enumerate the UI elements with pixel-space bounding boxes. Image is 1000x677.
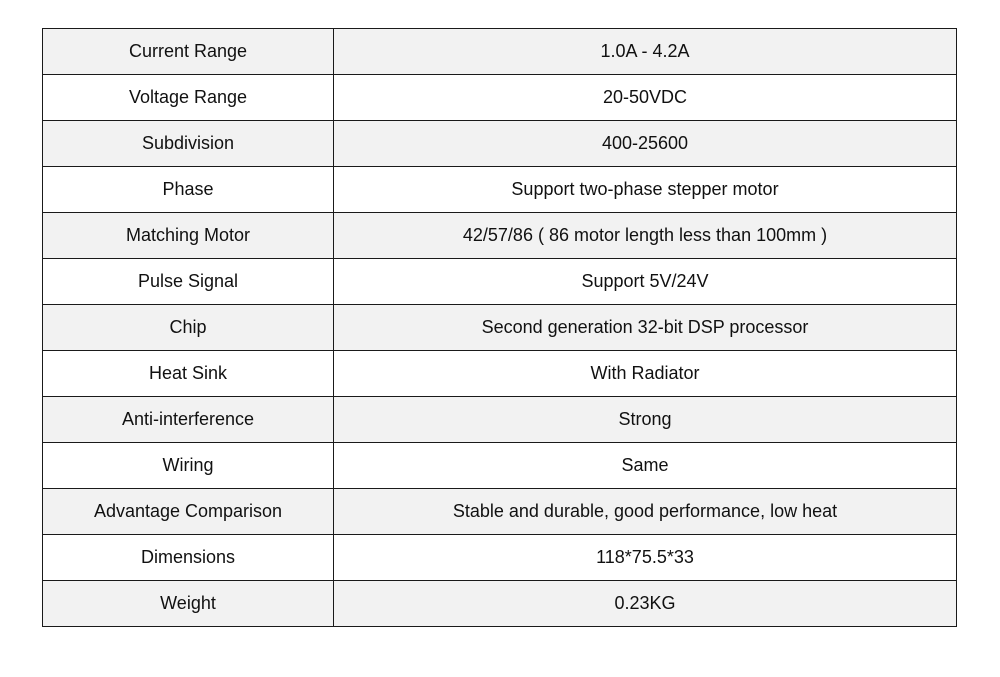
spec-value: Same: [333, 442, 957, 489]
table-row: Pulse Signal Support 5V/24V: [42, 258, 957, 305]
table-row: Anti-interference Strong: [42, 396, 957, 443]
spec-label: Current Range: [42, 28, 334, 75]
spec-label: Anti-interference: [42, 396, 334, 443]
spec-value: Strong: [333, 396, 957, 443]
table-row: Heat Sink With Radiator: [42, 350, 957, 397]
spec-label: Wiring: [42, 442, 334, 489]
spec-value: 42/57/86 ( 86 motor length less than 100…: [333, 212, 957, 259]
spec-label: Heat Sink: [42, 350, 334, 397]
spec-value: 1.0A - 4.2A: [333, 28, 957, 75]
table-row: Weight 0.23KG: [42, 580, 957, 627]
table-row: Subdivision 400-25600: [42, 120, 957, 167]
spec-label: Advantage Comparison: [42, 488, 334, 535]
table-row: Voltage Range 20-50VDC: [42, 74, 957, 121]
table-row: Matching Motor 42/57/86 ( 86 motor lengt…: [42, 212, 957, 259]
spec-label: Weight: [42, 580, 334, 627]
spec-label: Chip: [42, 304, 334, 351]
spec-value: 118*75.5*33: [333, 534, 957, 581]
spec-label: Matching Motor: [42, 212, 334, 259]
spec-label: Voltage Range: [42, 74, 334, 121]
spec-table: Current Range 1.0A - 4.2A Voltage Range …: [42, 28, 957, 627]
table-row: Wiring Same: [42, 442, 957, 489]
spec-label: Pulse Signal: [42, 258, 334, 305]
spec-label: Subdivision: [42, 120, 334, 167]
spec-value: With Radiator: [333, 350, 957, 397]
spec-value: Support 5V/24V: [333, 258, 957, 305]
spec-value: Second generation 32-bit DSP processor: [333, 304, 957, 351]
spec-value: 400-25600: [333, 120, 957, 167]
table-row: Chip Second generation 32-bit DSP proces…: [42, 304, 957, 351]
table-row: Dimensions 118*75.5*33: [42, 534, 957, 581]
table-row: Current Range 1.0A - 4.2A: [42, 28, 957, 75]
spec-label: Dimensions: [42, 534, 334, 581]
spec-label: Phase: [42, 166, 334, 213]
table-row: Advantage Comparison Stable and durable,…: [42, 488, 957, 535]
spec-value: Stable and durable, good performance, lo…: [333, 488, 957, 535]
table-row: Phase Support two-phase stepper motor: [42, 166, 957, 213]
spec-value: 20-50VDC: [333, 74, 957, 121]
spec-value: 0.23KG: [333, 580, 957, 627]
spec-value: Support two-phase stepper motor: [333, 166, 957, 213]
